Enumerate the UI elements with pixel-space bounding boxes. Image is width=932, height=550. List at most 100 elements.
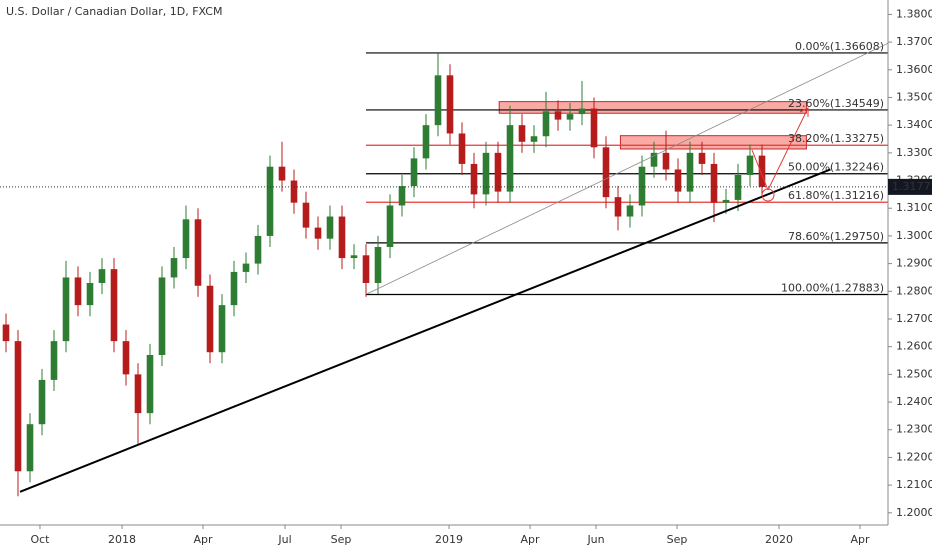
y-tick-label: 1.33000	[896, 146, 932, 159]
candle-body	[638, 166, 646, 206]
x-tick-label: Oct	[30, 533, 50, 546]
candle-body	[182, 219, 190, 259]
candle-body	[758, 155, 766, 187]
candle-body	[458, 133, 466, 164]
candle-body	[14, 341, 22, 472]
candle-body	[98, 269, 106, 283]
candle-body	[698, 152, 706, 164]
candle-body	[590, 108, 598, 148]
candle-body	[482, 152, 490, 195]
y-tick-label: 1.28000	[896, 284, 932, 297]
y-tick-label: 1.22000	[896, 450, 932, 463]
candle-body	[386, 205, 394, 247]
candle-body	[362, 255, 370, 283]
candle-body	[50, 341, 58, 380]
candle-body	[422, 125, 430, 159]
resistance-zone	[619, 135, 807, 150]
candle-body	[122, 341, 130, 375]
fib-label: 78.60%(1.29750)	[788, 230, 884, 243]
candle-body	[326, 216, 334, 239]
candle-body	[734, 175, 742, 200]
candle-body	[614, 197, 622, 217]
candle-body	[674, 169, 682, 192]
candle-body	[290, 180, 298, 203]
candle-body	[566, 114, 574, 120]
candle-body	[62, 277, 70, 342]
y-tick-label: 1.26000	[896, 340, 932, 353]
candle-body	[686, 152, 694, 192]
y-tick-label: 1.36000	[896, 63, 932, 76]
candle-body	[650, 152, 658, 167]
candle-body	[146, 354, 154, 414]
x-tick-label: Apr	[851, 533, 871, 546]
candle-body	[242, 263, 250, 272]
resistance-zone	[498, 101, 807, 114]
candle-body	[86, 282, 94, 306]
candle-body	[134, 374, 142, 414]
y-tick-label: 1.31000	[896, 201, 932, 214]
candle-body	[470, 163, 478, 195]
last-price-tag	[888, 178, 932, 195]
x-tick-label: 2018	[108, 533, 136, 546]
candle-body	[662, 152, 670, 170]
candle-body	[626, 205, 634, 217]
x-tick-label: 2020	[765, 533, 793, 546]
candle-body	[506, 125, 514, 192]
y-tick-label: 1.37000	[896, 35, 932, 48]
fib-label: 100.00%(1.27883)	[781, 282, 884, 295]
x-tick-label: Jun	[586, 533, 604, 546]
y-tick-label: 1.35000	[896, 90, 932, 103]
candle-body	[434, 75, 442, 126]
candle-body	[266, 166, 274, 236]
fib-label: 50.00%(1.32246)	[788, 161, 884, 174]
candle-body	[518, 125, 526, 142]
candle-body	[374, 246, 382, 283]
fib-label: 23.60%(1.34549)	[788, 97, 884, 110]
y-tick-label: 1.20000	[896, 506, 932, 519]
plot-area: 0.00%(1.36608) 23.60%(1.34549) 38.20%(1.33…	[0, 40, 888, 497]
candle-body	[194, 219, 202, 286]
candle-body	[530, 136, 538, 142]
candle-body	[218, 305, 226, 353]
candle-body	[602, 147, 610, 198]
y-tick-label: 1.24000	[896, 395, 932, 408]
candle-body	[38, 379, 46, 425]
last-price-label: 1.31771	[892, 180, 932, 193]
fib-label: 0.00%(1.36608)	[795, 40, 884, 53]
candle-body	[338, 216, 346, 259]
y-tick-label: 1.21000	[896, 478, 932, 491]
candle-body	[74, 277, 82, 306]
trendline	[367, 42, 888, 295]
candle-body	[110, 269, 118, 342]
candle-body	[278, 166, 286, 181]
x-tick-label: Sep	[331, 533, 352, 546]
candle-body	[446, 75, 454, 134]
y-tick-label: 1.29000	[896, 257, 932, 270]
candle-body	[410, 158, 418, 187]
candle-body	[494, 152, 502, 192]
candle-body	[302, 202, 310, 228]
candle-body	[170, 258, 178, 278]
candle-body	[314, 227, 322, 239]
candle-body	[578, 108, 586, 115]
candle-body	[2, 324, 10, 342]
trendline	[19, 168, 831, 493]
y-tick-label: 1.38000	[896, 7, 932, 20]
candle-body	[206, 285, 214, 353]
candle-body	[158, 277, 166, 355]
y-tick-label: 1.27000	[896, 312, 932, 325]
y-tick-label: 1.34000	[896, 118, 932, 131]
candle-body	[230, 271, 238, 306]
candle-body	[350, 255, 358, 259]
y-tick-label: 1.23000	[896, 423, 932, 436]
candle-body	[542, 111, 550, 137]
x-tick-label: 2019	[435, 533, 463, 546]
candle-body	[722, 199, 730, 203]
target-circle	[761, 188, 775, 202]
candle-body	[26, 424, 34, 472]
x-tick-label: Sep	[667, 533, 688, 546]
candle-body	[746, 155, 754, 175]
chart-title: U.S. Dollar / Canadian Dollar, 1D, FXCM	[6, 5, 222, 18]
fib-label: 61.80%(1.31216)	[788, 189, 884, 202]
